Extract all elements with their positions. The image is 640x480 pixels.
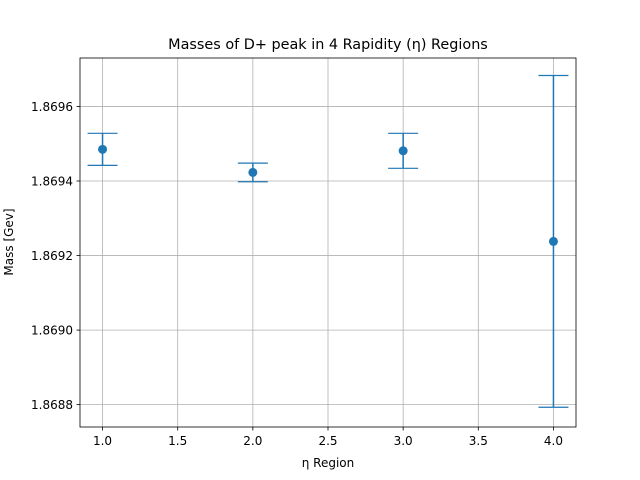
x-tick-label: 2.5: [318, 434, 337, 448]
y-axis-ticks: 1.8688 1.8690 1.8692 1.8694 1.8696: [31, 100, 80, 412]
data-point: [98, 144, 108, 154]
grid: [80, 58, 576, 427]
chart-title: Masses of D+ peak in 4 Rapidity (η) Regi…: [168, 37, 488, 53]
data-markers: [98, 144, 558, 246]
data-point: [398, 146, 408, 156]
x-tick-label: 3.0: [394, 434, 413, 448]
y-tick-label: 1.8696: [31, 100, 73, 114]
x-axis-ticks: 1.0 1.5 2.0 2.5 3.0 3.5 4.0: [93, 427, 563, 448]
x-tick-label: 1.5: [168, 434, 187, 448]
x-tick-label: 4.0: [544, 434, 563, 448]
x-tick-label: 2.0: [243, 434, 262, 448]
data-point: [248, 167, 258, 177]
y-tick-label: 1.8692: [31, 249, 73, 263]
x-tick-label: 3.5: [469, 434, 488, 448]
y-tick-label: 1.8688: [31, 398, 73, 412]
data-point: [548, 236, 558, 246]
y-axis-label: Mass [Gev]: [2, 208, 16, 275]
x-axis-label: η Region: [302, 456, 355, 470]
x-tick-label: 1.0: [93, 434, 112, 448]
y-tick-label: 1.8694: [31, 175, 73, 189]
y-tick-label: 1.8690: [31, 324, 73, 338]
